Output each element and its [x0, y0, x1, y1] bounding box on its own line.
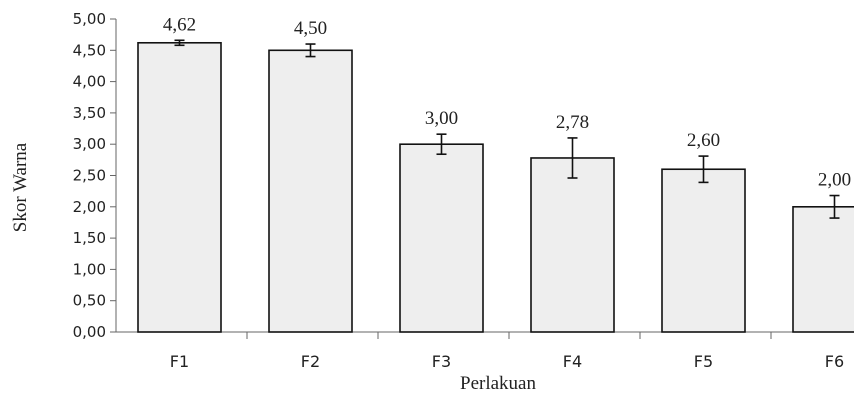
y-tick-label: 3,00	[73, 135, 106, 153]
y-axis-title: Skor Warna	[10, 142, 31, 232]
y-tick-label: 0,50	[73, 292, 106, 310]
data-label-f2: 4,50	[294, 18, 327, 39]
y-tick-label: 0,00	[73, 323, 106, 341]
x-axis-title: Perlakuan	[460, 373, 536, 394]
x-tick-label-f6: F6	[825, 352, 844, 371]
bar-f6	[792, 206, 854, 333]
x-tick-label-f3: F3	[432, 352, 451, 371]
x-tick-label-f2: F2	[301, 352, 320, 371]
data-label-f6: 2,00	[818, 170, 851, 191]
data-label-f4: 2,78	[556, 112, 589, 133]
bar-f2	[268, 49, 353, 333]
data-label-f1: 4,62	[163, 14, 196, 35]
data-label-f3: 3,00	[425, 108, 458, 129]
y-tick-label: 3,50	[73, 104, 106, 122]
y-tick-label: 2,00	[73, 198, 106, 216]
y-tick-label: 1,50	[73, 229, 106, 247]
x-tick-label-f1: F1	[170, 352, 189, 371]
y-axis: 0,00 0,50 1,00 1,50 2,00 2,50 3,00 3,50 4,00 4,50…	[73, 10, 117, 341]
y-tick-label: 1,00	[73, 260, 106, 278]
x-tick-label-f5: F5	[694, 352, 713, 371]
bars	[137, 41, 854, 333]
x-tick-label-f4: F4	[563, 352, 582, 371]
x-axis: F1 F2 F3 F4 F5 F6	[116, 331, 854, 371]
y-tick-label: 2,50	[73, 167, 106, 185]
bar-f4	[530, 157, 615, 333]
data-label-f5: 2,60	[687, 130, 720, 151]
y-tick-label: 4,50	[73, 41, 106, 59]
y-tick-label: 4,00	[73, 73, 106, 91]
bar-f3	[399, 143, 484, 333]
value-labels: 4,62 4,50 3,00 2,78 2,60 2,00	[163, 14, 851, 190]
bar-f1	[137, 41, 222, 333]
y-tick-label: 5,00	[73, 10, 106, 28]
error-bars	[174, 39, 840, 219]
bar-f5	[661, 168, 746, 333]
